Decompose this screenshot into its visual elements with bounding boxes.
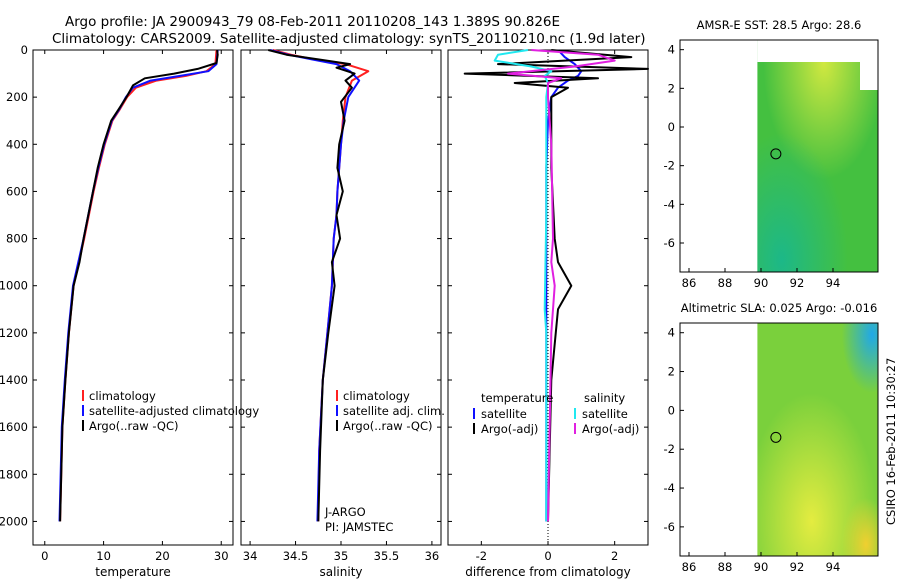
- legend-salinity-title: salinity: [584, 391, 625, 405]
- sla-map-panel: Altimetric SLA: 0.025 Argo: -0.016 86 88 90…: [664, 301, 879, 574]
- map-sla-ytick-label: 0: [668, 403, 675, 417]
- map-sla-ytick-label: 4: [668, 326, 675, 340]
- pi-annotation: PI: JAMSTEC: [325, 520, 393, 534]
- difference-series-temperature-argo-adj-: [463, 49, 649, 522]
- figure-title-line1: Argo profile: JA 2900943_79 08-Feb-2011 …: [65, 14, 560, 30]
- salinity-series-satellite-adj-clim-: [269, 49, 361, 522]
- legend-right-label: Argo(-adj): [582, 422, 639, 436]
- land-mask: [860, 62, 878, 90]
- depth-tick-label: 0: [21, 43, 28, 57]
- map-sst-xtick-label: 92: [790, 276, 805, 290]
- difference-xtick-label: -2: [476, 549, 487, 563]
- temperature-xtick-label: 0: [41, 549, 48, 563]
- salinity-legend-label: Argo(..raw -QC): [343, 419, 433, 433]
- depth-tick-label: 200: [6, 90, 28, 104]
- figure-title-line2: Climatology: CARS2009. Satellite-adjuste…: [52, 31, 645, 47]
- temperature-xlabel: temperature: [95, 565, 170, 579]
- depth-tick-label: 1400: [0, 373, 28, 387]
- map-sla-ytick-label: -6: [664, 520, 675, 534]
- depth-tick-label: 1200: [0, 326, 28, 340]
- temperature-legend-label: climatology: [89, 389, 156, 403]
- difference-xtick-label: 0: [544, 549, 551, 563]
- map-sst-title: AMSR-E SST: 28.5 Argo: 28.6: [697, 18, 862, 32]
- salinity-legend-label: satellite adj. clim.: [343, 404, 445, 418]
- map-sla-xtick-label: 88: [718, 560, 733, 574]
- map-sla-field-shading: [757, 323, 878, 556]
- project-annotation: J-ARGO: [324, 505, 366, 519]
- depth-tick-label: 1800: [0, 467, 28, 481]
- argo-position-marker: [770, 148, 782, 160]
- salinity-xtick-label: 34.5: [283, 549, 309, 563]
- map-sst-ytick-label: 2: [668, 81, 675, 95]
- difference-panel: -2 0 2 difference from climatology temperatu…: [447, 49, 649, 579]
- salinity-axes-frame: [240, 49, 442, 546]
- land-mask: [757, 40, 878, 62]
- map-sla-xtick-label: 92: [790, 560, 805, 574]
- salinity-panel: 34 34.5 35 35.5 36 salinity climatologysatelli…: [240, 49, 445, 579]
- map-sst-ytick-label: -6: [664, 236, 675, 250]
- map-sst-frame: [679, 39, 879, 273]
- depth-tick-label: 1600: [0, 420, 28, 434]
- map-sla-ytick-label: -2: [664, 442, 675, 456]
- difference-xtick-label: 2: [611, 549, 618, 563]
- salinity-series-argo-raw-qc-: [268, 49, 356, 522]
- salinity-xtick-label: 35.5: [374, 549, 400, 563]
- legend-temperature-title: temperature: [481, 391, 553, 405]
- map-sst-ytick-label: -4: [664, 197, 675, 211]
- map-sst-xtick-label: 90: [754, 276, 769, 290]
- salinity-xtick-label: 35: [334, 549, 349, 563]
- depth-tick-label: 2000: [0, 514, 28, 528]
- temperature-panel: 0 10 20 30 0 200 400 600 800 1000 1200 1400 1600 1800…: [0, 43, 259, 579]
- temperature-series-satellite-adjusted-climatology: [58, 49, 219, 522]
- salinity-xtick-label: 34: [243, 549, 258, 563]
- map-sla-xtick-label: 94: [826, 560, 841, 574]
- argo-position-marker: [770, 431, 782, 443]
- map-sla-ytick-label: -4: [664, 481, 675, 495]
- map-sst-field-shading: [757, 40, 878, 272]
- map-sst-ytick-label: -2: [664, 159, 675, 173]
- map-sst-xtick-label: 88: [718, 276, 733, 290]
- map-sla-frame: [679, 322, 879, 557]
- legend-right-label: satellite: [582, 407, 628, 421]
- legend-left-label: satellite: [481, 407, 527, 421]
- map-sst-ytick-label: 4: [668, 43, 675, 57]
- depth-tick-label: 1000: [0, 279, 28, 293]
- csiro-timestamp: CSIRO 16-Feb-2011 10:30:27: [884, 358, 898, 525]
- difference-xlabel: difference from climatology: [465, 565, 631, 579]
- sst-map-panel: AMSR-E SST: 28.5 Argo: 28.6 86 88 90 92 94 4 2 0…: [664, 18, 879, 290]
- temperature-xtick-label: 10: [96, 549, 111, 563]
- salinity-legend-label: climatology: [343, 389, 410, 403]
- difference-series-salinity-argo-adj-: [507, 49, 616, 522]
- map-sla-xtick-label: 90: [754, 560, 769, 574]
- legend-left-label: Argo(-adj): [481, 422, 538, 436]
- temperature-series-argo-raw-qc-: [59, 49, 219, 522]
- temperature-axes-frame: [32, 49, 234, 546]
- difference-series-salinity-satellite: [493, 49, 553, 522]
- map-sla-ytick-label: 2: [668, 365, 675, 379]
- temperature-xtick-label: 20: [155, 549, 170, 563]
- salinity-xtick-label: 36: [425, 549, 440, 563]
- depth-tick-label: 600: [6, 184, 28, 198]
- map-sst-xtick-label: 86: [682, 276, 697, 290]
- temperature-series-climatology: [59, 49, 218, 522]
- map-sst-xtick-label: 94: [826, 276, 841, 290]
- temperature-xtick-label: 30: [214, 549, 229, 563]
- map-sst-ytick-label: 0: [668, 120, 675, 134]
- temperature-legend-label: satellite-adjusted climatology: [89, 404, 259, 418]
- depth-tick-label: 400: [6, 137, 28, 151]
- map-sla-title: Altimetric SLA: 0.025 Argo: -0.016: [681, 301, 878, 315]
- map-sla-xtick-label: 86: [682, 560, 697, 574]
- depth-tick-label: 800: [6, 232, 28, 246]
- temperature-legend-label: Argo(..raw -QC): [89, 419, 179, 433]
- salinity-xlabel: salinity: [319, 565, 362, 579]
